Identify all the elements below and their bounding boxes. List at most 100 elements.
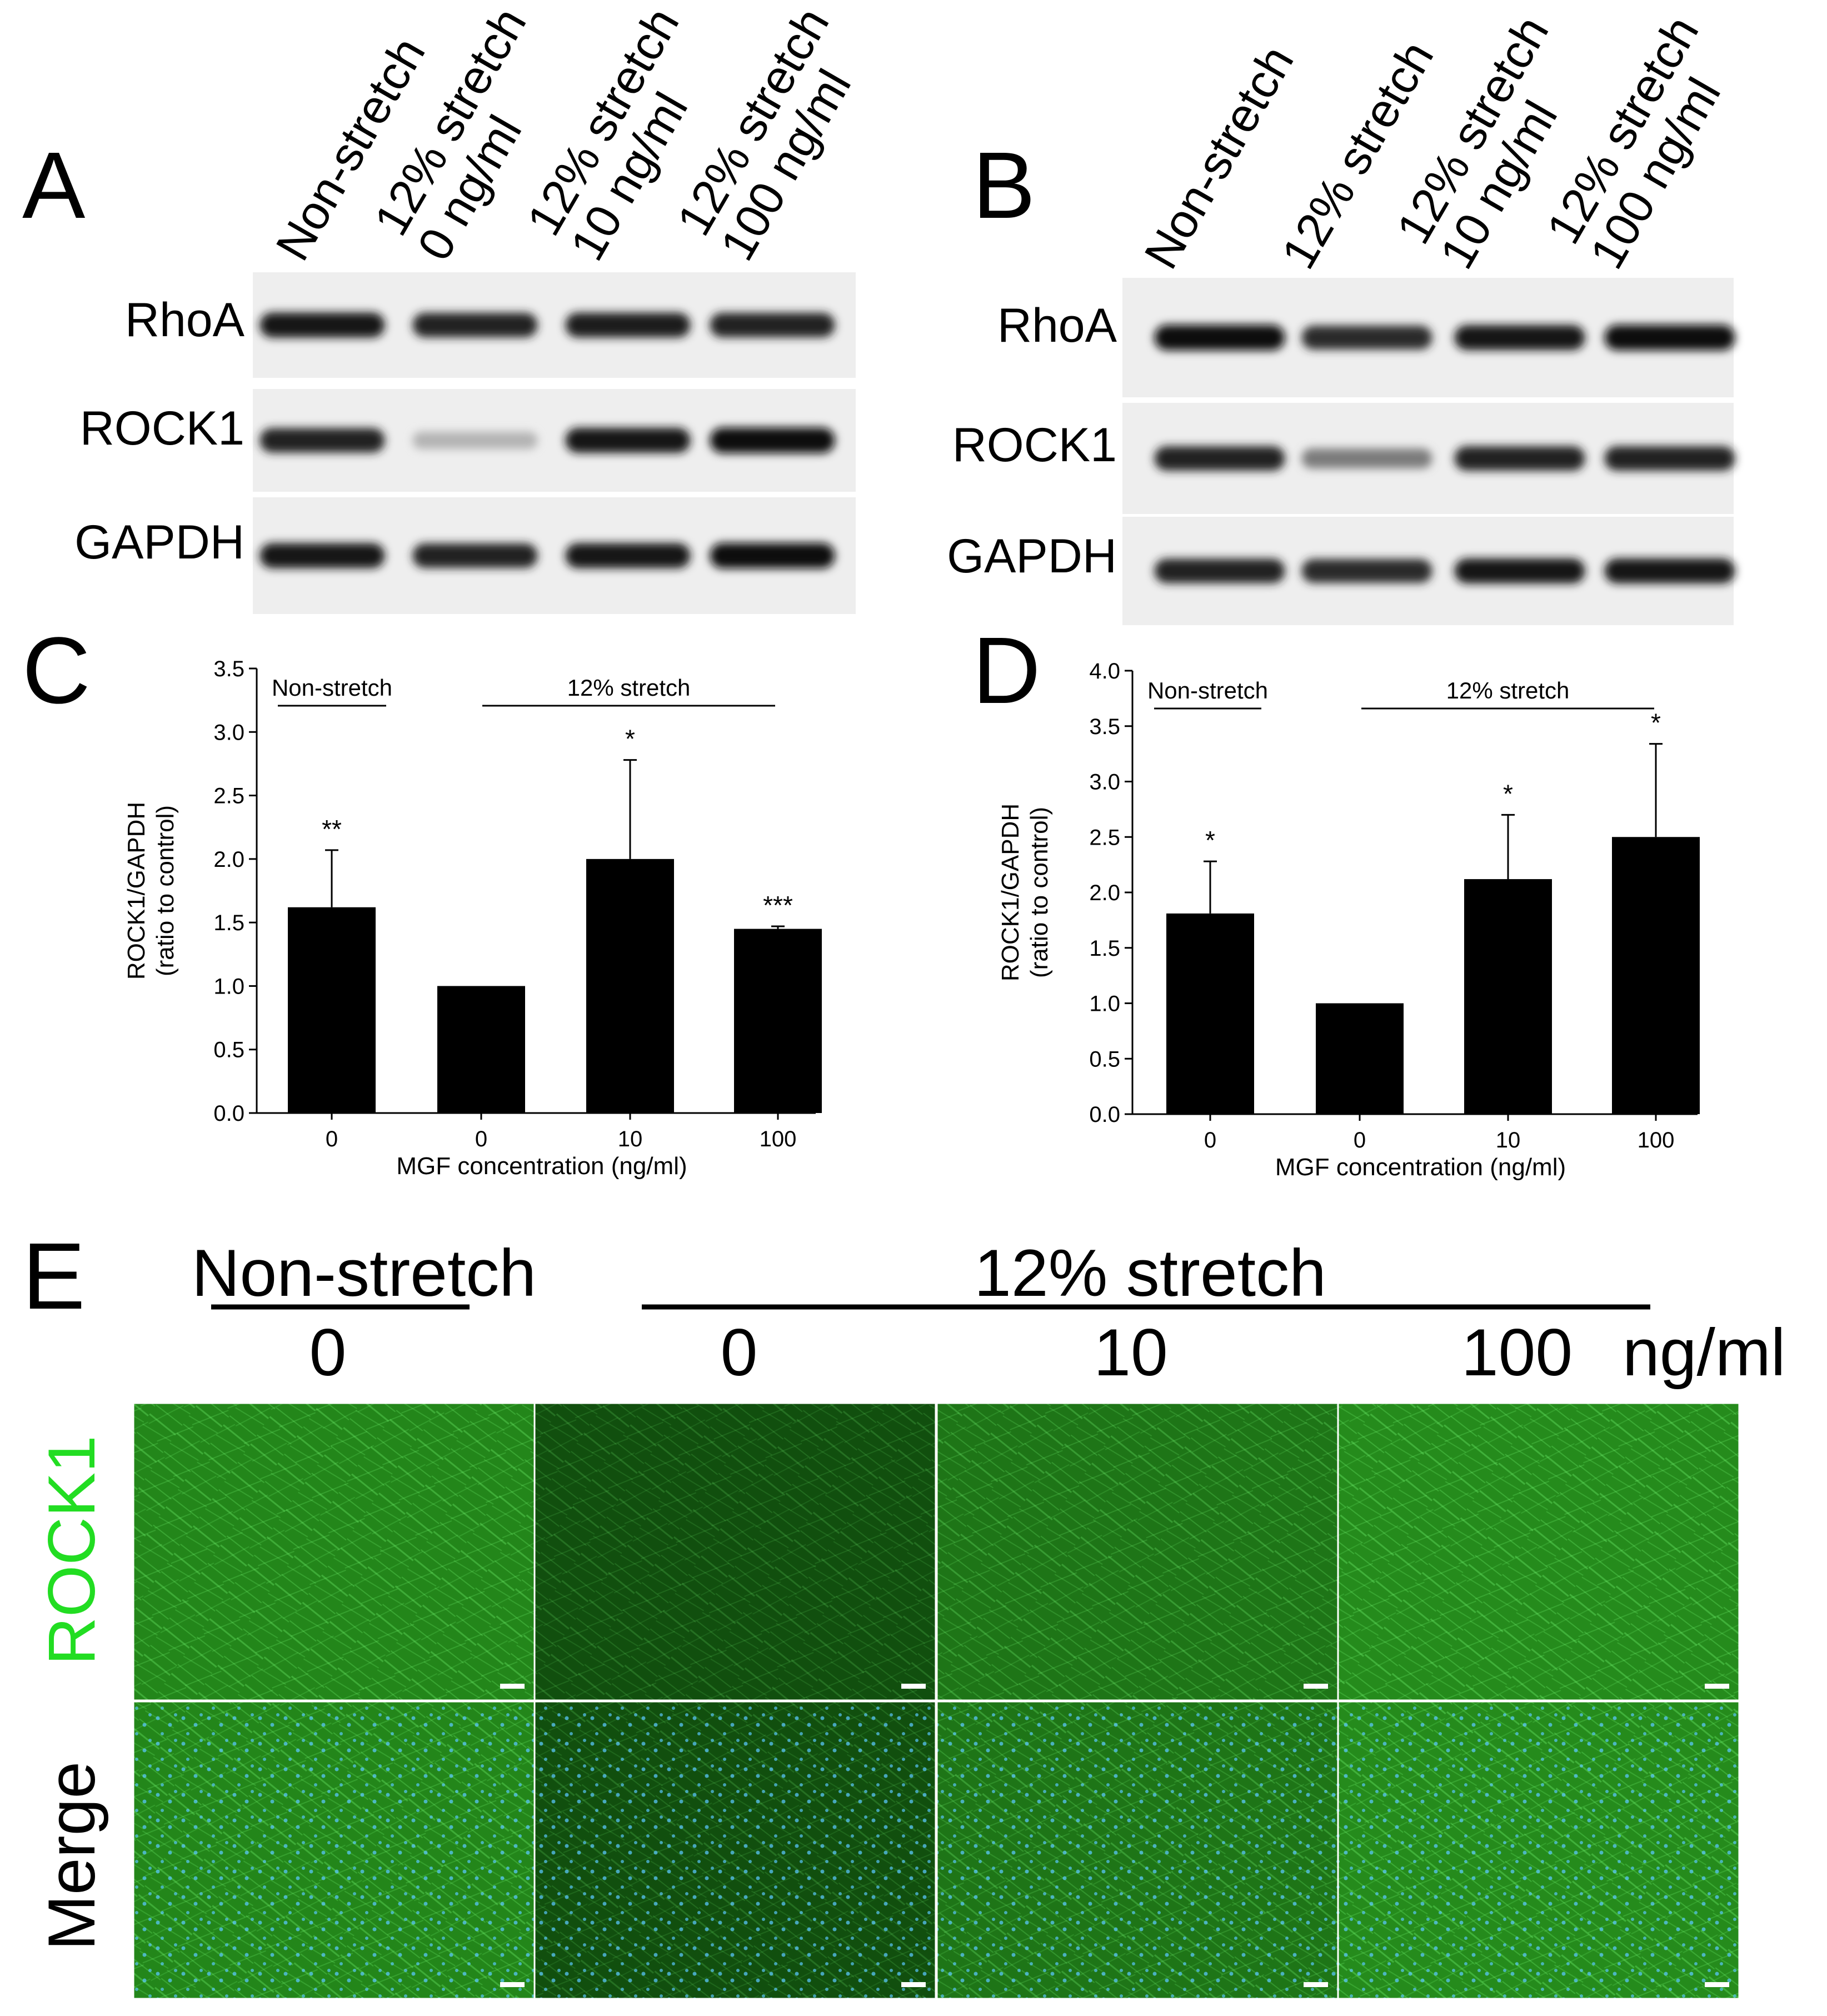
scale-bar [1304,1982,1328,1987]
western-blot-b: Non-stretch 12% stretch 12% stretch10 ng… [947,7,1735,625]
y-tick-label: 3.5 [1089,715,1120,739]
e-tile-fibers-2 [937,1403,1338,1700]
e-tile-fibers-2 [1338,1403,1739,1700]
blot-b-band-rhoa-3 [1454,325,1585,350]
y-tick-label: 3.0 [1089,770,1120,795]
e-group-header-non-stretch: Non-stretch [192,1236,536,1310]
bar-chart-c: 0.0 0.5 1.0 1.5 2.0 2.5 3.0 3.5 ROCK1/GAPDH(rati… [123,657,822,1180]
group-label-2: 12% stretch [567,675,691,701]
scale-bar [901,1684,926,1689]
e-tile-nuclei [133,1701,535,1999]
significance-3: * [625,725,635,753]
x-axis-label: MGF concentration (ng/ml) [1275,1154,1566,1181]
y-tick-label: 2.0 [1089,881,1120,905]
group-label-2: 12% stretch [1446,677,1570,703]
e-conc-3: 10 [1094,1315,1167,1390]
panel-label-b: B [972,133,1035,238]
y-tick-label: 1.0 [213,974,244,999]
e-tile-nuclei [937,1701,1338,1999]
e-tile-border [1337,1402,1740,1701]
y-tick-label: 2.5 [1089,825,1120,850]
significance-1: ** [322,815,342,844]
y-tick-label: 3.5 [213,657,244,681]
y-tick-label: 2.5 [213,784,244,809]
blot-a-band-gapdh-2 [412,543,538,568]
scale-bar [500,1684,525,1689]
blot-b-band-gapdh-4 [1604,558,1735,583]
blot-b-band-rhoa-2 [1301,326,1432,350]
e-tile-fibers-2 [133,1403,535,1700]
blot-a-band-gapdh-1 [259,543,385,568]
bar-2 [1316,1003,1404,1114]
blot-a-band-gapdh-4 [710,543,835,568]
blot-a-band-rock1-4 [710,427,835,453]
y-tick-label: 1.5 [213,911,244,935]
group-label-1: Non-stretch [272,675,392,701]
x-tick-label: 0 [1354,1128,1366,1152]
blot-b-lane-labels: Non-stretch 12% stretch 12% stretch10 ng… [1134,7,1731,277]
e-tile-nuclei [535,1701,936,1999]
e-unit: ng/ml [1623,1315,1785,1390]
x-tick-label: 10 [618,1127,643,1151]
blot-a-band-gapdh-3 [565,543,691,568]
e-tile-border [533,1402,937,1701]
panel-label-e: E [22,1224,85,1329]
e-tile-merge-1 [132,1700,536,2000]
blot-b-band-rhoa-1 [1154,325,1285,351]
group-label-1: Non-stretch [1147,677,1268,703]
y-tick-label: 1.5 [1089,936,1120,961]
blot-a-protein-gapdh: GAPDH [74,516,244,569]
bar-1 [288,907,376,1113]
blot-b-band-rock1-3 [1454,446,1585,471]
e-image-grid [132,1402,1740,2000]
e-tile-rock1-1 [132,1402,536,1701]
scale-bar [1705,1982,1729,1987]
x-tick-label: 0 [475,1127,487,1151]
y-axis-label: ROCK1/GAPDH(ratio to control) [997,804,1053,981]
panel-label-c: C [22,618,91,723]
e-row-label-rock1: ROCK1 [34,1435,109,1665]
blot-b-protein-gapdh: GAPDH [947,530,1117,583]
y-tick-label: 1.0 [1089,992,1120,1016]
e-conc-4: 100 [1461,1315,1573,1390]
significance-3: * [1503,779,1513,808]
bar-2 [437,986,525,1113]
blot-b-protein-rock1: ROCK1 [952,418,1117,472]
bar-4 [734,929,822,1113]
blot-b-band-gapdh-2 [1301,559,1432,583]
panel-label-a: A [22,133,86,238]
bar-3 [1464,879,1552,1114]
e-group-header-stretch: 12% stretch [974,1236,1326,1310]
blot-a-band-rhoa-4 [710,313,835,337]
e-tile-nuclei [1338,1701,1739,1999]
y-tick-label: 0.5 [1089,1047,1120,1071]
bar-chart-d: 0.0 0.5 1.0 1.5 2.0 2.5 3.0 3.5 4.0 ROCK1/GAPDH(r… [997,659,1700,1181]
significance-4: *** [763,891,793,920]
y-tick-label: 0.5 [213,1038,244,1062]
x-tick-label: 0 [1204,1128,1216,1152]
blot-b-protein-rhoa: RhoA [997,299,1117,352]
panel-label-d: D [972,618,1041,723]
x-tick-label: 0 [326,1127,338,1151]
e-tile-fibers-2 [535,1403,936,1700]
blot-a-lane-labels: Non-stretch 12% stretch0 ng/ml 12% stret… [266,0,861,270]
y-tick-label: 4.0 [1089,659,1120,683]
e-tile-merge-4 [1337,1700,1740,2000]
blot-b-band-gapdh-1 [1154,558,1285,583]
bar-3 [586,859,674,1113]
e-tile-rock1-4 [1337,1402,1740,1701]
x-tick-label: 10 [1496,1128,1521,1152]
blot-a-band-rock1-3 [565,428,691,453]
blot-a-band-rhoa-1 [259,312,385,338]
western-blot-a: Non-stretch 12% stretch0 ng/ml 12% stret… [74,0,861,614]
x-tick-label: 100 [760,1127,797,1151]
x-axis-label: MGF concentration (ng/ml) [396,1152,687,1180]
blot-b-band-rock1-4 [1604,446,1735,471]
bar-1 [1166,913,1254,1114]
e-tile-rock1-2 [533,1402,937,1701]
y-tick-label: 3.0 [213,720,244,745]
blot-b-band-rock1-1 [1154,446,1285,471]
blot-a-band-rhoa-2 [412,313,538,337]
e-tile-merge-3 [936,1700,1339,2000]
